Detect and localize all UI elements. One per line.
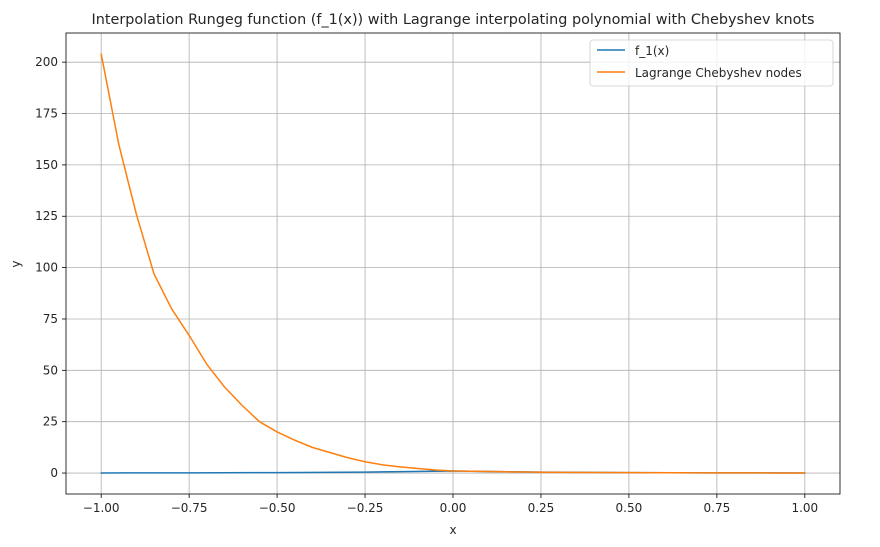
x-tick-label: −0.50 <box>259 501 296 515</box>
tick-marks: −1.00 −0.75 −0.50 −0.25 0.00 0.25 0.50 0.75 1.00… <box>35 55 818 515</box>
y-tick-label: 150 <box>35 158 58 172</box>
x-tick-label: 0.50 <box>616 501 643 515</box>
legend-label-lagrange: Lagrange Chebyshev nodes <box>635 66 802 80</box>
x-tick-label: 0.00 <box>440 501 467 515</box>
x-tick-label: 0.25 <box>528 501 555 515</box>
legend-box <box>589 39 834 87</box>
x-tick-label: −1.00 <box>83 501 120 515</box>
x-tick-label: 0.75 <box>704 501 731 515</box>
legend-label-f1: f_1(x) <box>635 44 669 58</box>
x-axis-label: x <box>449 523 456 537</box>
x-tick-label: −0.75 <box>171 501 208 515</box>
y-tick-label: 100 <box>35 261 58 275</box>
legend: f_1(x) Lagrange Chebyshev nodes <box>589 39 834 87</box>
y-tick-label: 0 <box>50 466 58 480</box>
y-tick-label: 200 <box>35 55 58 69</box>
chart-title: Interpolation Rungeg function (f_1(x)) w… <box>91 12 814 28</box>
y-tick-label: 75 <box>43 312 58 326</box>
y-tick-label: 25 <box>43 415 58 429</box>
y-tick-label: 50 <box>43 363 58 377</box>
series-line-lagrange <box>100 53 806 474</box>
x-tick-label: −0.25 <box>347 501 384 515</box>
x-tick-label: 1.00 <box>791 501 818 515</box>
y-axis-label: y <box>9 260 23 267</box>
y-tick-label: 125 <box>35 209 58 223</box>
series-lines <box>100 53 806 474</box>
y-tick-label: 175 <box>35 107 58 121</box>
